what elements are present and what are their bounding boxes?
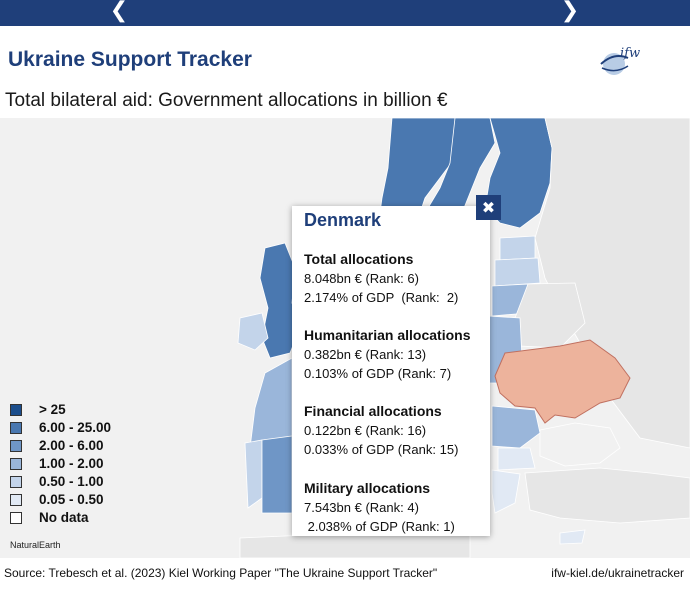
chart-subtitle: Total bilateral aid: Government allocati… bbox=[5, 90, 448, 111]
total-allocations-section: Total allocations 8.048bn € (Rank: 6) 2.… bbox=[304, 250, 490, 307]
country-ukraine bbox=[494, 339, 631, 424]
source-note: Source: Trebesch et al. (2023) Kiel Work… bbox=[4, 566, 438, 580]
legend-swatch bbox=[10, 422, 22, 434]
country-popup: Denmark Total allocations 8.048bn € (Ran… bbox=[292, 206, 490, 536]
country-cyprus bbox=[559, 529, 586, 545]
country-greece bbox=[491, 469, 521, 514]
section-value: 0.122bn € (Rank: 16) bbox=[304, 423, 427, 438]
section-value: 0.103% of GDP (Rank: 7) bbox=[304, 366, 452, 381]
map-attribution: NaturalEarth bbox=[10, 540, 61, 550]
legend-swatch bbox=[10, 440, 22, 452]
legend-swatch bbox=[10, 494, 22, 506]
section-value: 7.543bn € (Rank: 4) bbox=[304, 500, 419, 515]
section-heading: Total allocations bbox=[304, 251, 414, 267]
legend-swatch bbox=[10, 458, 22, 470]
close-icon[interactable]: ✖ bbox=[476, 195, 501, 220]
popup-title: Denmark bbox=[304, 210, 382, 230]
legend-label: 0.50 - 1.00 bbox=[39, 474, 104, 489]
legend-label: > 25 bbox=[39, 402, 66, 417]
top-navigation-bar bbox=[0, 0, 690, 26]
black-sea bbox=[539, 422, 621, 467]
logo-text: ifw bbox=[620, 46, 640, 61]
legend-swatch bbox=[10, 404, 22, 416]
section-value: 0.382bn € (Rank: 13) bbox=[304, 347, 427, 362]
country-uk bbox=[259, 242, 301, 359]
military-allocations-section: Military allocations 7.543bn € (Rank: 4)… bbox=[304, 479, 490, 536]
chevron-right-icon[interactable]: ❯ bbox=[560, 0, 580, 23]
legend-label: No data bbox=[39, 510, 89, 525]
country-ireland bbox=[237, 312, 269, 351]
section-heading: Financial allocations bbox=[304, 403, 442, 419]
financial-allocations-section: Financial allocations 0.122bn € (Rank: 1… bbox=[304, 402, 490, 459]
section-value: 8.048bn € (Rank: 6) bbox=[304, 271, 419, 286]
country-bulgaria bbox=[497, 447, 536, 471]
section-heading: Humanitarian allocations bbox=[304, 327, 471, 343]
section-value: 2.174% of GDP (Rank: 2) bbox=[304, 290, 459, 305]
app-title: Ukraine Support Tracker bbox=[8, 48, 252, 71]
country-turkey bbox=[524, 467, 690, 524]
legend-label: 1.00 - 2.00 bbox=[39, 456, 104, 471]
country-portugal bbox=[244, 439, 263, 509]
humanitarian-allocations-section: Humanitarian allocations 0.382bn € (Rank… bbox=[304, 326, 490, 383]
section-heading: Military allocations bbox=[304, 480, 431, 496]
legend-swatch bbox=[10, 476, 22, 488]
section-value: 0.033% of GDP (Rank: 15) bbox=[304, 442, 459, 457]
legend-label: 0.05 - 0.50 bbox=[39, 492, 104, 507]
tracker-link[interactable]: ifw-kiel.de/ukrainetracker bbox=[551, 566, 684, 580]
country-estonia bbox=[499, 235, 536, 261]
legend-swatch bbox=[10, 512, 22, 524]
country-spain bbox=[261, 435, 293, 514]
legend-label: 2.00 - 6.00 bbox=[39, 438, 104, 453]
chevron-left-icon[interactable]: ❮ bbox=[109, 0, 129, 23]
country-latvia bbox=[494, 257, 541, 287]
legend-label: 6.00 - 25.00 bbox=[39, 420, 112, 435]
section-value: 2.038% of GDP (Rank: 1) bbox=[304, 519, 455, 534]
country-romania bbox=[491, 405, 541, 449]
ifw-logo: ifw bbox=[598, 44, 642, 78]
